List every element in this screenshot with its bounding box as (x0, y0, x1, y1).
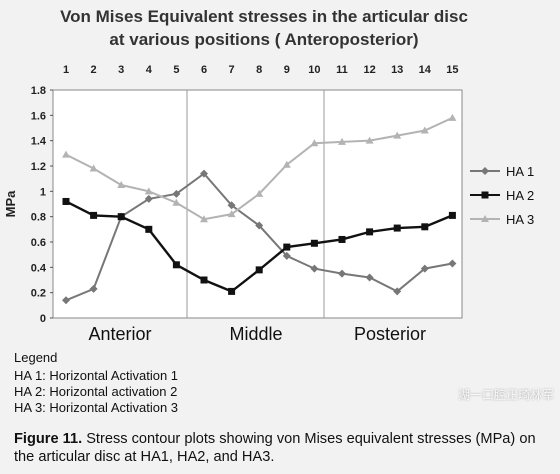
legend-marker-ha1 (481, 167, 489, 175)
legend-note-item: HA 3: Horizontal Activation 3 (14, 400, 178, 415)
data-point-ha3 (282, 160, 291, 168)
y-tick-label: 0 (40, 313, 46, 325)
data-point-ha2 (338, 235, 346, 243)
y-tick-label: 0.6 (31, 237, 46, 249)
data-point-ha2 (117, 213, 125, 221)
data-point-ha3 (227, 210, 236, 218)
data-point-ha1 (420, 264, 429, 273)
x-tick-label: 1 (63, 64, 69, 76)
chart-title-line-1: Von Mises Equivalent stresses in the art… (60, 7, 468, 26)
data-point-ha3 (365, 136, 374, 144)
x-tick-label: 15 (446, 64, 458, 76)
x-tick-label: 7 (229, 64, 235, 76)
data-point-ha3 (448, 113, 457, 121)
legend-label-ha1: HA 1 (506, 164, 534, 179)
data-point-ha1 (448, 259, 457, 268)
x-tick-label: 8 (256, 64, 262, 76)
y-tick-label: 0.4 (31, 262, 47, 274)
watermark: 湖一口腔正畸林军 (457, 388, 554, 402)
x-tick-label: 10 (308, 64, 320, 76)
y-tick-label: 0.8 (31, 212, 46, 224)
data-point-ha1 (365, 273, 374, 282)
data-point-ha1 (89, 284, 98, 293)
data-point-ha1 (227, 201, 236, 210)
x-tick-label: 9 (284, 64, 290, 76)
y-axis-label: MPa (3, 190, 18, 218)
data-point-ha2 (421, 223, 429, 231)
data-point-ha1 (338, 269, 346, 278)
data-point-ha1 (172, 189, 181, 198)
data-point-ha1 (62, 296, 70, 305)
data-point-ha2 (200, 276, 208, 284)
legend-notes-heading: Legend (14, 350, 57, 365)
data-point-ha2 (172, 261, 180, 269)
data-point-ha2 (310, 239, 318, 247)
figure-caption: Figure 11. Stress contour plots showing … (14, 430, 554, 466)
data-point-ha1 (282, 251, 291, 260)
data-point-ha1 (310, 264, 319, 273)
region-label-posterior: Posterior (354, 324, 426, 344)
x-tick-label: 5 (173, 64, 179, 76)
data-point-ha2 (366, 228, 374, 236)
x-tick-label: 3 (118, 64, 124, 76)
legend-label-ha2: HA 2 (506, 188, 534, 203)
region-label-anterior: Anterior (88, 324, 151, 344)
x-tick-label: 14 (419, 64, 432, 76)
plot-area (52, 89, 463, 319)
data-point-ha2 (255, 266, 263, 274)
data-point-ha3 (420, 126, 429, 134)
legend-marker-ha3 (481, 215, 489, 222)
data-point-ha1 (200, 169, 208, 178)
data-point-ha2 (228, 287, 236, 295)
data-point-ha3 (338, 137, 346, 145)
data-point-ha2 (283, 243, 291, 251)
y-tick-label: 0.2 (31, 288, 46, 300)
region-label-middle: Middle (229, 324, 282, 344)
y-tick-label: 1.4 (31, 136, 47, 148)
data-point-ha3 (89, 164, 98, 172)
x-tick-label: 12 (363, 64, 375, 76)
y-tick-label: 1.2 (31, 161, 46, 173)
chart-title-line-2: at various positions ( Anteroposterior) (109, 30, 418, 49)
data-point-ha1 (393, 287, 402, 296)
data-point-ha2 (90, 211, 98, 219)
data-point-ha3 (310, 139, 319, 147)
x-tick-label: 4 (146, 64, 153, 76)
x-tick-label: 6 (201, 64, 207, 76)
y-tick-label: 1 (40, 186, 46, 198)
data-point-ha3 (117, 181, 126, 188)
figure-label: Figure 11. (14, 431, 83, 447)
legend-note-item: HA 2: Horizontal activation 2 (14, 384, 177, 399)
data-point-ha3 (393, 131, 402, 139)
data-point-ha2 (448, 211, 456, 219)
x-tick-label: 11 (336, 64, 348, 76)
caption-text: Stress contour plots showing von Mises e… (14, 431, 536, 465)
data-point-ha3 (62, 150, 70, 158)
data-point-ha3 (200, 215, 208, 223)
data-point-ha1 (144, 194, 153, 203)
legend-marker-ha2 (481, 191, 489, 199)
data-point-ha2 (393, 224, 401, 232)
data-point-ha3 (255, 189, 264, 197)
y-tick-label: 1.6 (31, 110, 46, 122)
x-tick-label: 2 (91, 64, 97, 76)
data-point-ha2 (62, 197, 70, 205)
data-point-ha2 (145, 225, 153, 233)
x-tick-label: 13 (391, 64, 403, 76)
legend-note-item: HA 1: Horizontal Activation 1 (14, 368, 178, 383)
data-point-ha3 (144, 187, 153, 195)
y-tick-label: 1.8 (31, 85, 46, 97)
data-point-ha1 (255, 221, 264, 230)
legend-label-ha3: HA 3 (506, 212, 534, 227)
data-point-ha3 (172, 198, 181, 206)
